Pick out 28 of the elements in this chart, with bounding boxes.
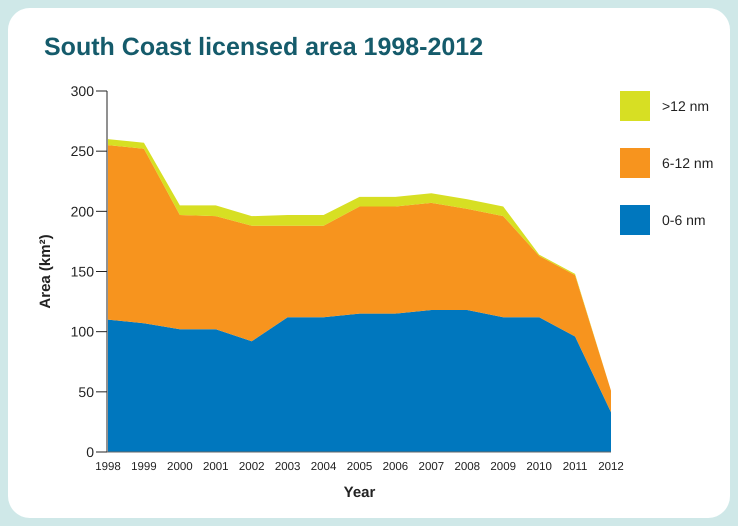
x-tick-label: 2011 (562, 461, 588, 473)
x-tick-label: 2009 (490, 461, 516, 473)
x-tick-label: 2001 (202, 461, 229, 473)
x-axis-title: Year (344, 484, 376, 501)
y-tick-label: 150 (70, 264, 94, 280)
legend-label: >12 nm (662, 98, 710, 114)
x-tick-label: 2010 (526, 461, 552, 473)
x-tick-label: 2005 (346, 461, 372, 473)
x-tick-label: 2008 (454, 461, 480, 473)
x-tick-label: 2007 (418, 461, 444, 473)
chart-title: South Coast licensed area 1998-2012 (44, 33, 484, 61)
y-tick-label: 300 (70, 83, 94, 99)
x-tick-label: 2000 (167, 461, 193, 473)
y-tick-label: 100 (70, 324, 94, 340)
x-tick-label: 2003 (274, 461, 300, 473)
x-tick-label: 2006 (382, 461, 408, 473)
x-tick-label: 1999 (131, 461, 157, 473)
legend-label: 0-6 nm (662, 212, 706, 228)
x-tick-label: 2002 (238, 461, 265, 473)
y-axis-title: Area (km²) (37, 234, 54, 309)
x-tick-label: 2012 (598, 461, 624, 473)
x-tick-label: 2004 (310, 461, 337, 473)
y-tick-label: 0 (86, 444, 94, 460)
x-tick-label: 1998 (95, 461, 121, 473)
legend-label: 6-12 nm (662, 155, 714, 171)
y-tick-label: 200 (70, 203, 94, 220)
y-tick-label: 250 (70, 143, 94, 160)
y-tick-label: 50 (78, 384, 94, 400)
